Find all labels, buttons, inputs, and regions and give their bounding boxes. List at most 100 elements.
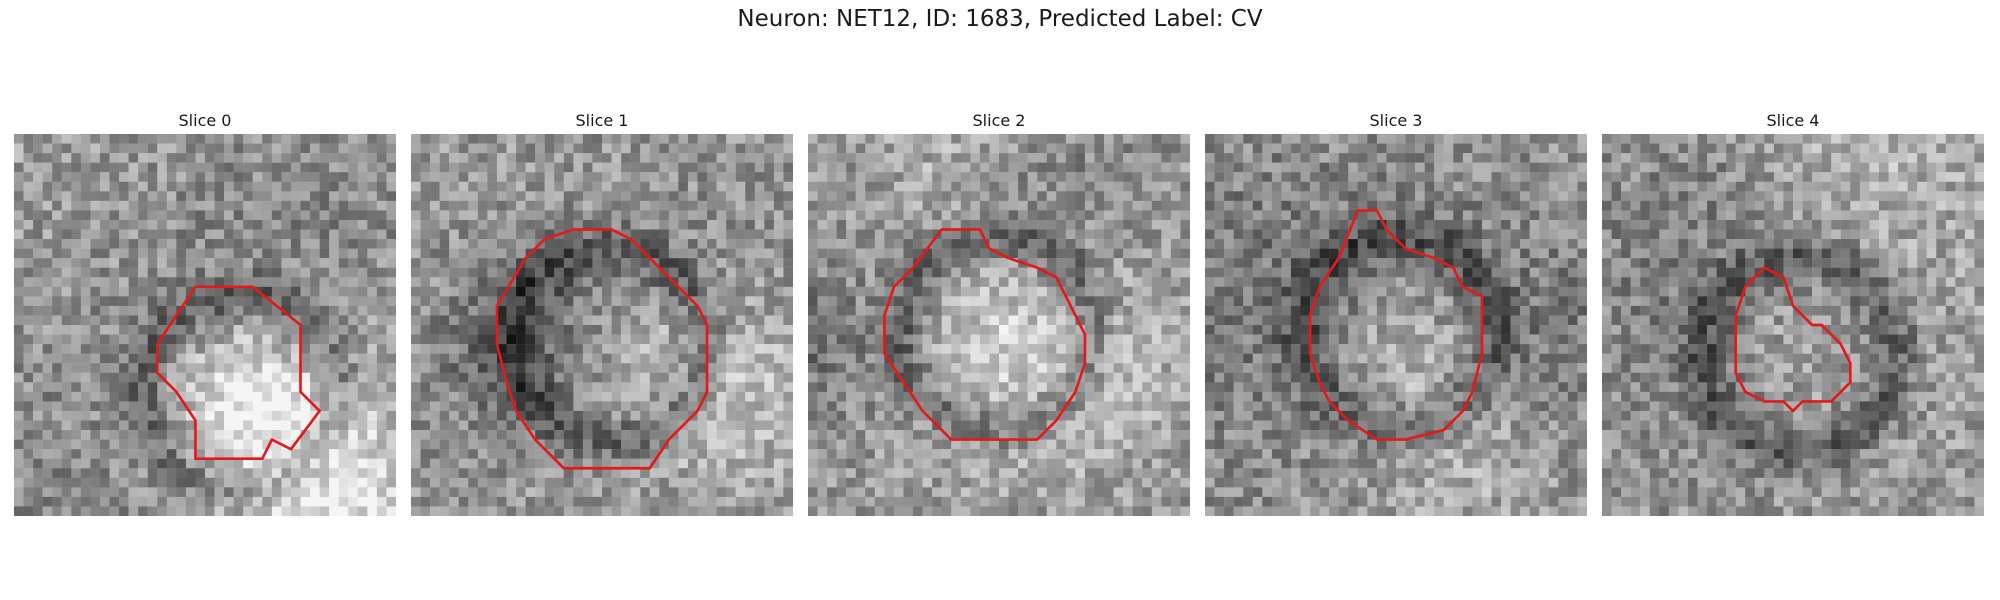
pixel	[687, 458, 698, 469]
pixel	[979, 181, 990, 192]
pixel	[621, 229, 631, 240]
pixel	[808, 420, 818, 431]
pixel	[1113, 210, 1124, 221]
pixel	[329, 248, 339, 259]
pixel	[1415, 134, 1425, 144]
pixel	[1180, 267, 1190, 278]
pixel	[960, 353, 971, 364]
pixel	[1214, 153, 1225, 163]
pixel	[1046, 449, 1057, 459]
pixel	[1113, 229, 1124, 240]
pixel-grid	[1205, 134, 1587, 516]
pixel	[1151, 267, 1162, 278]
pixel	[243, 487, 253, 498]
pixel	[185, 305, 196, 316]
pixel	[668, 286, 679, 297]
pixel	[224, 172, 234, 182]
pixel	[14, 239, 24, 249]
pixel	[348, 153, 358, 163]
pixel	[262, 172, 273, 182]
pixel	[357, 172, 368, 182]
pixel	[592, 286, 603, 297]
pixel	[1180, 134, 1190, 144]
pixel	[554, 344, 564, 354]
pixel	[745, 420, 755, 431]
pixel	[1443, 153, 1454, 163]
pixel	[487, 439, 498, 450]
pixel	[726, 181, 736, 192]
pixel	[563, 305, 574, 316]
pixel	[1046, 325, 1057, 335]
pixel	[932, 430, 942, 440]
pixel	[233, 410, 244, 421]
pixel	[185, 219, 196, 230]
pixel	[874, 210, 885, 221]
pixel	[773, 258, 784, 268]
pixel	[195, 458, 206, 469]
pixel	[764, 296, 775, 307]
pixel	[386, 401, 396, 412]
pixel	[668, 239, 679, 249]
pixel	[808, 296, 818, 307]
pixel	[80, 487, 91, 498]
pixel	[592, 458, 603, 469]
pixel	[348, 325, 358, 335]
pixel	[678, 277, 689, 287]
pixel	[865, 296, 876, 307]
pixel	[922, 143, 933, 154]
pixel	[458, 496, 469, 507]
pixel	[420, 325, 431, 335]
pixel	[525, 477, 536, 488]
pixel	[386, 286, 396, 297]
pixel	[951, 134, 961, 144]
pixel	[970, 439, 981, 450]
pixel	[271, 315, 282, 326]
pixel	[52, 315, 62, 326]
pixel	[430, 477, 440, 488]
pixel	[697, 363, 708, 373]
pixel	[1123, 229, 1133, 240]
pixel	[1104, 420, 1114, 431]
pixel	[970, 181, 981, 192]
pixel	[1046, 372, 1057, 383]
pixel	[1056, 229, 1067, 240]
pixel	[808, 334, 818, 345]
pixel	[1123, 496, 1133, 507]
pixel	[1094, 143, 1105, 154]
pixel	[61, 277, 72, 287]
pixel	[1151, 344, 1162, 354]
pixel	[1170, 353, 1181, 364]
pixel	[544, 296, 555, 307]
pixel	[80, 344, 91, 354]
pixel	[329, 496, 339, 507]
pixel	[458, 210, 469, 221]
pixel	[989, 181, 1000, 192]
pixel	[855, 449, 866, 459]
pixel	[941, 181, 952, 192]
pixel	[61, 296, 72, 307]
pixel	[783, 334, 793, 345]
pixel	[310, 449, 320, 459]
pixel	[71, 344, 82, 354]
pixel	[52, 248, 62, 259]
pixel	[535, 477, 545, 488]
pixel	[449, 420, 459, 431]
pixel	[1281, 172, 1292, 182]
pixel	[157, 325, 167, 335]
pixel	[1501, 153, 1511, 163]
pixel	[979, 143, 990, 154]
pixel	[836, 172, 847, 182]
pixel	[687, 258, 698, 268]
pixel	[430, 219, 440, 230]
pixel	[487, 267, 498, 278]
pixel	[1396, 153, 1406, 163]
pixel	[808, 372, 818, 383]
pixel	[42, 191, 53, 202]
pixel	[1075, 219, 1086, 230]
pixel	[458, 239, 469, 249]
pixel	[214, 153, 225, 163]
pixel	[1161, 477, 1172, 488]
pixel	[468, 162, 479, 173]
pixel	[621, 372, 631, 383]
pixel	[582, 153, 593, 163]
